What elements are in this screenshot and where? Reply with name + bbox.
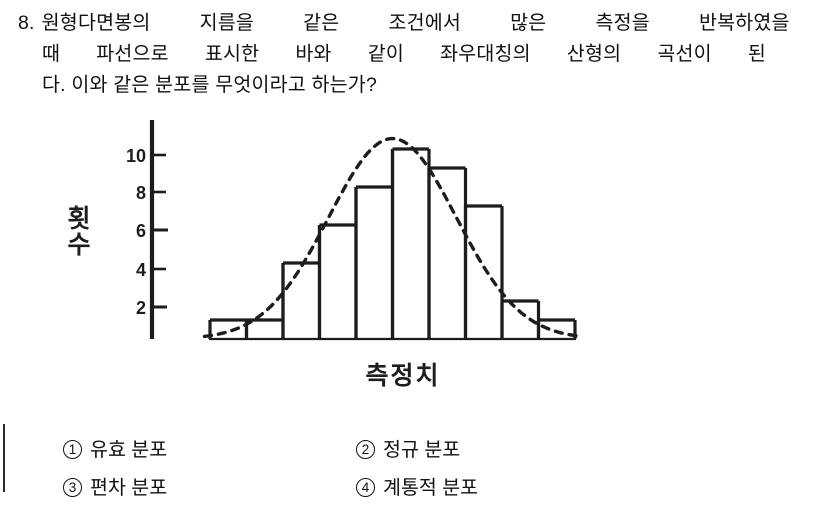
histogram-plot: 10 8 6 4 2: [126, 120, 580, 341]
question-line-1: 8. 원형다면봉의 지름을 같은 조건에서 많은 측정을 반복하였을: [0, 8, 826, 39]
y-tick-label-6: 6: [136, 221, 146, 241]
y-axis: [149, 120, 168, 339]
x-axis-title-text: 측정치: [365, 362, 441, 390]
option-1-marker: 1: [63, 440, 82, 459]
question-number: 8.: [18, 12, 35, 34]
question-line-3: 다. 이와 같은 분포를 무엇이라고 하는가?: [0, 70, 826, 101]
option-4-label: 계통적 분포: [383, 477, 479, 499]
option-2-label: 정규 분포: [383, 439, 461, 461]
y-tick-label-4: 4: [136, 260, 146, 280]
question-line-2: 때 파선으로 표시한 바와 같이 좌우대칭의 산형의 곡선이 된: [0, 39, 826, 70]
option-1-label: 유효 분포: [90, 439, 168, 461]
question-text-line-2: 때 파선으로 표시한 바와 같이 좌우대칭의 산형의 곡선이 된: [42, 43, 766, 65]
option-2[interactable]: 2 정규 분포: [356, 438, 460, 462]
normal-distribution-curve-dashed: [202, 136, 580, 339]
y-tick-labels: 10 8 6 4 2: [126, 146, 146, 318]
left-vertical-rule: [3, 424, 5, 492]
option-3[interactable]: 3 편차 분포: [63, 476, 167, 500]
answer-options-block: 1 유효 분포 2 정규 분포 3 편차 분포 4 계통적 분포: [0, 424, 826, 499]
x-axis-title: 측정치: [0, 356, 826, 392]
option-row-2: 3 편차 분포 4 계통적 분포: [0, 476, 826, 510]
option-4[interactable]: 4 계통적 분포: [356, 476, 478, 500]
option-row-1: 1 유효 분포 2 정규 분포: [0, 438, 826, 472]
option-3-marker: 3: [63, 478, 82, 497]
question-text-line-1: 원형다면봉의 지름을 같은 조건에서 많은 측정을 반복하였을: [41, 12, 790, 34]
option-3-label: 편차 분포: [90, 477, 168, 499]
y-tick-label-2: 2: [136, 298, 146, 318]
question-block: 8. 원형다면봉의 지름을 같은 조건에서 많은 측정을 반복하였을 때 파선으로…: [0, 0, 826, 101]
option-2-marker: 2: [356, 440, 375, 459]
histogram-figure: 횟수 10 8 6 4 2 측정치: [0, 108, 826, 404]
y-axis-title-char: 횟수: [67, 205, 91, 259]
question-text-line-3: 다. 이와 같은 분포를 무엇이라고 하는가?: [42, 74, 377, 96]
y-tick-label-10: 10: [126, 146, 146, 166]
option-1[interactable]: 1 유효 분포: [63, 438, 167, 462]
y-tick-label-8: 8: [136, 183, 146, 203]
y-axis-title: 횟수: [62, 206, 96, 258]
option-4-marker: 4: [356, 478, 375, 497]
